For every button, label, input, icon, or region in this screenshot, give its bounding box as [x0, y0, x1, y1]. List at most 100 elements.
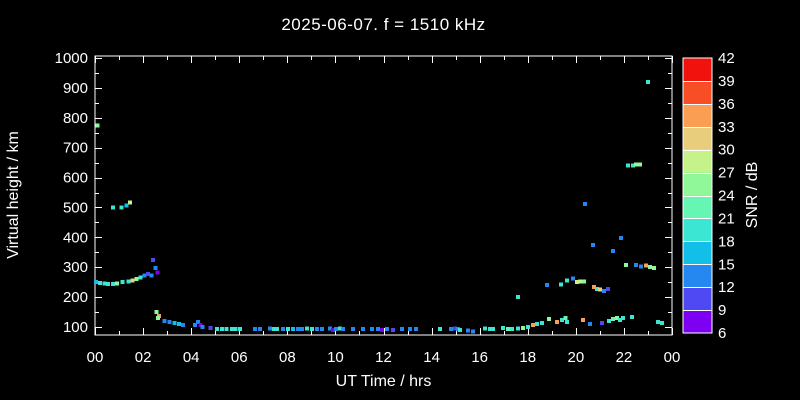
- data-point: [126, 279, 131, 284]
- data-point: [631, 163, 636, 168]
- data-point: [452, 326, 457, 331]
- data-point: [607, 319, 612, 324]
- colorbar-tick-label: 39: [718, 73, 735, 90]
- data-point: [162, 319, 167, 324]
- data-point: [470, 329, 475, 334]
- data-point: [153, 266, 158, 271]
- data-point: [375, 327, 380, 332]
- data-point: [590, 242, 595, 247]
- data-point: [555, 319, 560, 324]
- data-point: [582, 279, 587, 284]
- data-point: [124, 203, 129, 208]
- colorbar-segment: [683, 80, 712, 104]
- data-point: [621, 316, 626, 321]
- data-point: [151, 257, 156, 262]
- data-point: [515, 295, 520, 300]
- y-tick-label: 600: [63, 170, 88, 187]
- data-point: [457, 327, 462, 332]
- data-point: [208, 325, 213, 330]
- data-point: [491, 327, 496, 332]
- data-point: [644, 263, 649, 268]
- x-tick-label: 12: [375, 349, 392, 366]
- data-point: [94, 280, 99, 285]
- colorbar-tick-label: 12: [718, 279, 735, 296]
- data-point: [319, 327, 324, 332]
- data-point: [111, 281, 116, 286]
- data-point: [482, 326, 487, 331]
- data-point: [581, 318, 586, 323]
- data-point: [407, 327, 412, 332]
- data-point: [547, 316, 552, 321]
- data-point: [594, 287, 599, 292]
- data-point: [252, 327, 257, 332]
- x-tick-label: 22: [616, 349, 633, 366]
- data-point: [305, 326, 310, 331]
- data-point: [638, 264, 643, 269]
- plot-border: [94, 55, 673, 336]
- data-point: [111, 205, 116, 210]
- y-tick-label: 400: [63, 229, 88, 246]
- data-point: [656, 319, 661, 324]
- data-point: [558, 282, 563, 287]
- data-point: [230, 327, 235, 332]
- data-point: [341, 327, 346, 332]
- data-point: [328, 326, 333, 331]
- y-tick-label: 700: [63, 140, 88, 157]
- data-point: [582, 201, 587, 206]
- colorbar-segment: [683, 149, 712, 173]
- y-tick-label: 1000: [55, 50, 88, 67]
- data-point: [299, 327, 304, 332]
- data-point: [120, 280, 125, 285]
- colorbar-segment: [683, 172, 712, 196]
- data-point: [525, 325, 530, 329]
- data-point: [215, 327, 220, 332]
- colorbar-tick-label: 6: [718, 325, 726, 342]
- data-point: [623, 263, 628, 268]
- colorbar-tick-label: 15: [718, 256, 735, 273]
- x-tick-label: 20: [567, 349, 584, 366]
- data-point: [180, 322, 185, 327]
- x-tick-label: 02: [135, 349, 152, 366]
- data-point: [506, 327, 511, 332]
- data-point: [601, 289, 606, 294]
- x-tick-label: 00: [87, 349, 104, 366]
- data-point: [95, 123, 100, 128]
- data-point: [577, 279, 582, 284]
- x-axis-title: UT Time / hrs: [335, 373, 432, 390]
- data-point: [134, 277, 139, 282]
- data-point: [350, 327, 355, 332]
- data-point: [633, 263, 638, 268]
- data-point: [466, 328, 471, 333]
- data-point: [606, 287, 611, 292]
- data-point: [224, 327, 229, 332]
- x-tick-label: 14: [423, 349, 440, 366]
- data-point: [638, 162, 643, 167]
- data-point: [597, 287, 602, 292]
- data-point: [286, 327, 291, 332]
- data-point: [651, 266, 656, 271]
- data-point: [155, 316, 160, 321]
- colorbar-segment: [683, 241, 712, 265]
- data-point: [127, 200, 132, 205]
- x-tick-label: 04: [183, 349, 200, 366]
- data-point: [198, 322, 203, 327]
- data-point: [564, 278, 569, 283]
- data-point: [391, 327, 396, 332]
- data-point: [565, 319, 570, 324]
- data-point: [611, 316, 616, 321]
- data-point: [149, 273, 154, 278]
- colorbar-segment: [683, 126, 712, 150]
- data-point: [142, 273, 147, 278]
- data-point: [167, 319, 172, 324]
- data-point: [510, 327, 515, 332]
- data-point: [630, 315, 635, 320]
- colorbar-segment: [683, 310, 712, 333]
- data-point: [544, 283, 549, 288]
- data-point: [400, 327, 405, 332]
- data-point: [592, 285, 597, 290]
- colorbar-tick-label: 24: [718, 188, 735, 205]
- y-tick-label: 800: [63, 110, 88, 127]
- data-point: [315, 327, 320, 332]
- y-tick-label: 900: [63, 80, 88, 97]
